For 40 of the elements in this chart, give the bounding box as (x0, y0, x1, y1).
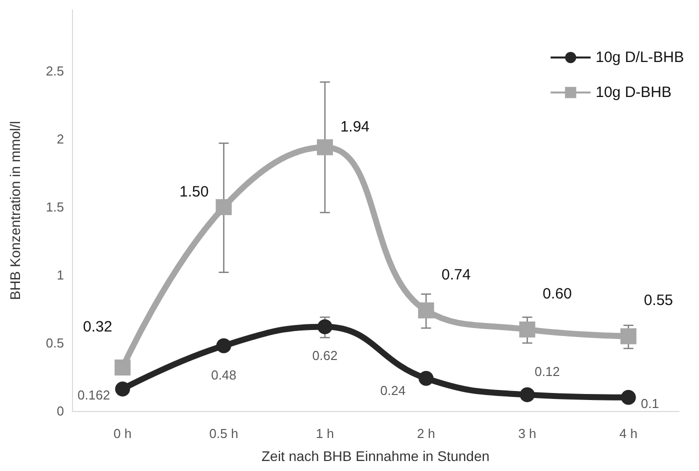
data-label: 1.94 (340, 118, 370, 136)
data-label: 0.1 (640, 396, 659, 411)
y-tick-label: 1 (56, 268, 64, 283)
point (519, 321, 536, 338)
data-label: 0.62 (312, 348, 338, 364)
y-tick-label: 2.5 (46, 64, 64, 79)
y-axis-title: BHB Konzentration in mmol/l (7, 121, 23, 300)
point (114, 360, 131, 376)
y-tick-label: 0.5 (46, 336, 64, 351)
data-label: 0.48 (211, 367, 236, 382)
point (520, 387, 535, 402)
y-tick-label: 0 (56, 404, 64, 418)
point (216, 338, 232, 354)
point (418, 370, 434, 386)
legend-label: 10g D/L-BHB (596, 49, 684, 66)
x-tick-label: 3 h (518, 426, 536, 441)
data-label: 0.24 (380, 382, 406, 398)
data-label: 0.12 (534, 364, 560, 380)
x-tick-label: 4 h (619, 426, 638, 441)
data-label: 0.74 (441, 266, 471, 284)
point (115, 381, 130, 396)
x-tick-label: 1 h (316, 426, 334, 441)
point (418, 302, 434, 318)
data-label: 0.55 (644, 292, 674, 310)
legend-label: 10g D-BHB (596, 84, 672, 101)
data-label: 1.50 (180, 184, 209, 201)
data-label: 0.32 (82, 318, 112, 336)
point (316, 139, 333, 156)
point (620, 390, 636, 405)
x-tick-label: 0.5 h (209, 426, 238, 441)
x-tick-label: 0 h (114, 426, 132, 441)
x-tick-label: 2 h (417, 426, 436, 441)
y-tick-label: 2 (56, 132, 64, 147)
data-label: 0.162 (78, 387, 110, 402)
point (216, 199, 232, 216)
data-label: 0.60 (542, 285, 572, 302)
point (620, 328, 636, 344)
x-axis-title: Zeit nach BHB Einnahme in Stunden (261, 448, 490, 464)
y-tick-label: 1.5 (46, 200, 64, 215)
point (317, 319, 332, 334)
